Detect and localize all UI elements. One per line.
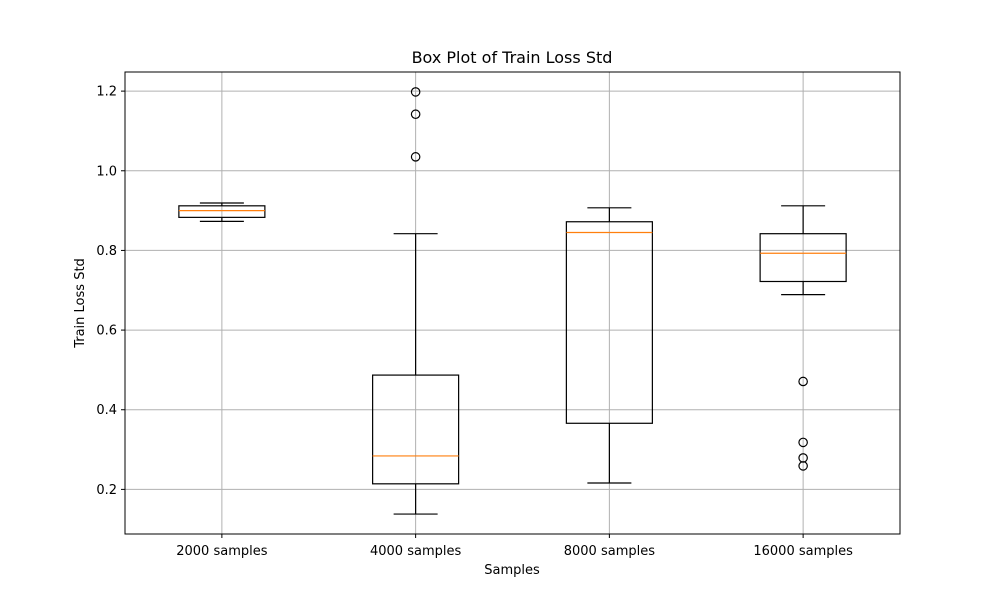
chart-title: Box Plot of Train Loss Std <box>412 48 613 67</box>
iqr-box <box>759 233 847 283</box>
iqr-box <box>178 205 266 218</box>
box-layer <box>178 87 847 515</box>
iqr-box <box>565 221 653 424</box>
grid-layer <box>125 72 900 534</box>
x-tick-label: 2000 samples <box>176 544 267 559</box>
box-group <box>565 207 653 484</box>
x-tick-label: 8000 samples <box>564 544 655 559</box>
outlier-point <box>410 109 421 120</box>
x-tick-label: 4000 samples <box>370 544 461 559</box>
y-tick-label: 0.2 <box>96 483 117 498</box>
outlier-point <box>798 376 808 387</box>
y-tick-label: 1.2 <box>96 85 117 100</box>
y-tick-label: 1.0 <box>96 164 117 179</box>
y-tick-label: 0.4 <box>96 403 117 418</box>
tick-layer: 0.2 0.4 0.6 0.8 1.0 1.2 2000 samples 4000 sampl… <box>96 85 853 559</box>
box-group <box>372 87 460 515</box>
iqr-box <box>372 374 460 485</box>
x-axis-label: Samples <box>484 563 540 578</box>
box-group <box>759 205 847 471</box>
y-tick-label: 0.8 <box>96 244 117 259</box>
outlier-point <box>410 152 421 162</box>
box-group <box>178 202 266 222</box>
x-tick-label: 16000 samples <box>753 544 853 559</box>
plot-area-frame <box>124 71 901 535</box>
y-tick-label: 0.6 <box>96 324 117 339</box>
outlier-point <box>798 437 808 448</box>
y-axis-label: Train Loss Std <box>73 258 88 349</box>
outlier-point <box>798 461 808 471</box>
outlier-point <box>410 87 421 97</box>
